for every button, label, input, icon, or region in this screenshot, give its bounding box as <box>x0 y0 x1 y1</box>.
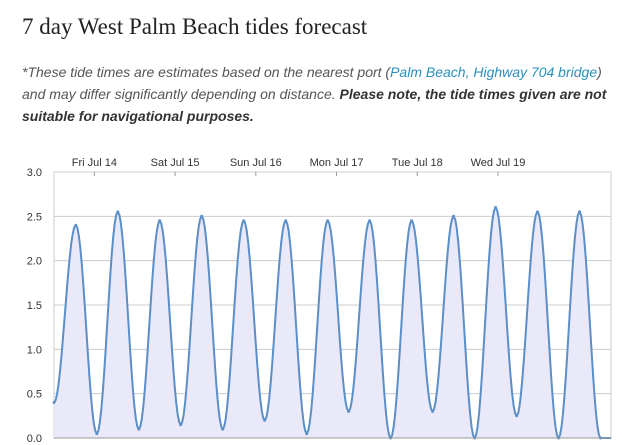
tide-point <box>578 210 581 214</box>
y-tick-label: 2.0 <box>27 256 42 268</box>
x-tick-label: Fri Jul 14 <box>72 157 117 169</box>
tide-point <box>263 418 267 422</box>
tide-point <box>452 214 456 218</box>
tide-point <box>515 414 519 418</box>
tide-point <box>368 219 372 223</box>
axis-layer: 3.0 2.5 2.0 1.5 1.0 0.5 0.0 Fri Jul 14 Sat Jul 1… <box>27 157 611 445</box>
tide-point <box>494 206 498 209</box>
tide-point <box>326 219 330 223</box>
y-tick-label: 0.0 <box>27 433 42 445</box>
tide-point <box>536 210 539 214</box>
x-tick-label: Sat Jul 15 <box>151 157 200 169</box>
y-tick-label: 2.5 <box>27 211 42 223</box>
tide-point <box>221 427 225 431</box>
tide-point <box>305 432 309 436</box>
tide-point <box>116 210 120 214</box>
tide-point <box>284 219 288 223</box>
tide-point <box>158 219 162 223</box>
tide-area-fill <box>54 207 611 438</box>
tide-point <box>200 214 204 218</box>
tide-point <box>410 219 414 223</box>
page-title: 7 day West Palm Beach tides forecast <box>22 14 368 39</box>
tide-point <box>74 223 78 227</box>
y-tick-label: 3.0 <box>27 167 42 179</box>
note-middle: ) and may differ significantly depending… <box>22 64 602 102</box>
tide-point <box>52 401 56 404</box>
tide-chart: 3.0 2.5 2.0 1.5 1.0 0.5 0.0 Fri Jul 14 Sat Jul 1… <box>27 157 612 445</box>
y-tick-label: 0.5 <box>27 389 42 401</box>
y-tick-label: 1.5 <box>27 300 42 312</box>
area-layer <box>52 206 611 440</box>
disclaimer-note: *These tide times are estimates based on… <box>22 61 622 127</box>
x-tick-label: Tue Jul 18 <box>392 157 443 169</box>
note-prefix: *These tide times are estimates based on… <box>22 64 391 80</box>
x-tick-label: Wed Jul 19 <box>471 157 526 169</box>
port-link[interactable]: Palm Beach, Highway 704 bridge <box>390 64 598 80</box>
tide-point <box>137 427 141 431</box>
y-tick-label: 1.0 <box>27 344 42 356</box>
x-tick-label: Mon Jul 17 <box>310 157 364 169</box>
x-tick-label: Sun Jul 16 <box>230 157 282 169</box>
navigation-warning: Please note, the tide times given are no… <box>22 86 607 124</box>
tide-point <box>242 219 246 223</box>
tide-point <box>431 409 435 413</box>
tide-point <box>95 432 99 436</box>
tide-point <box>179 423 183 427</box>
tide-point <box>347 409 351 413</box>
